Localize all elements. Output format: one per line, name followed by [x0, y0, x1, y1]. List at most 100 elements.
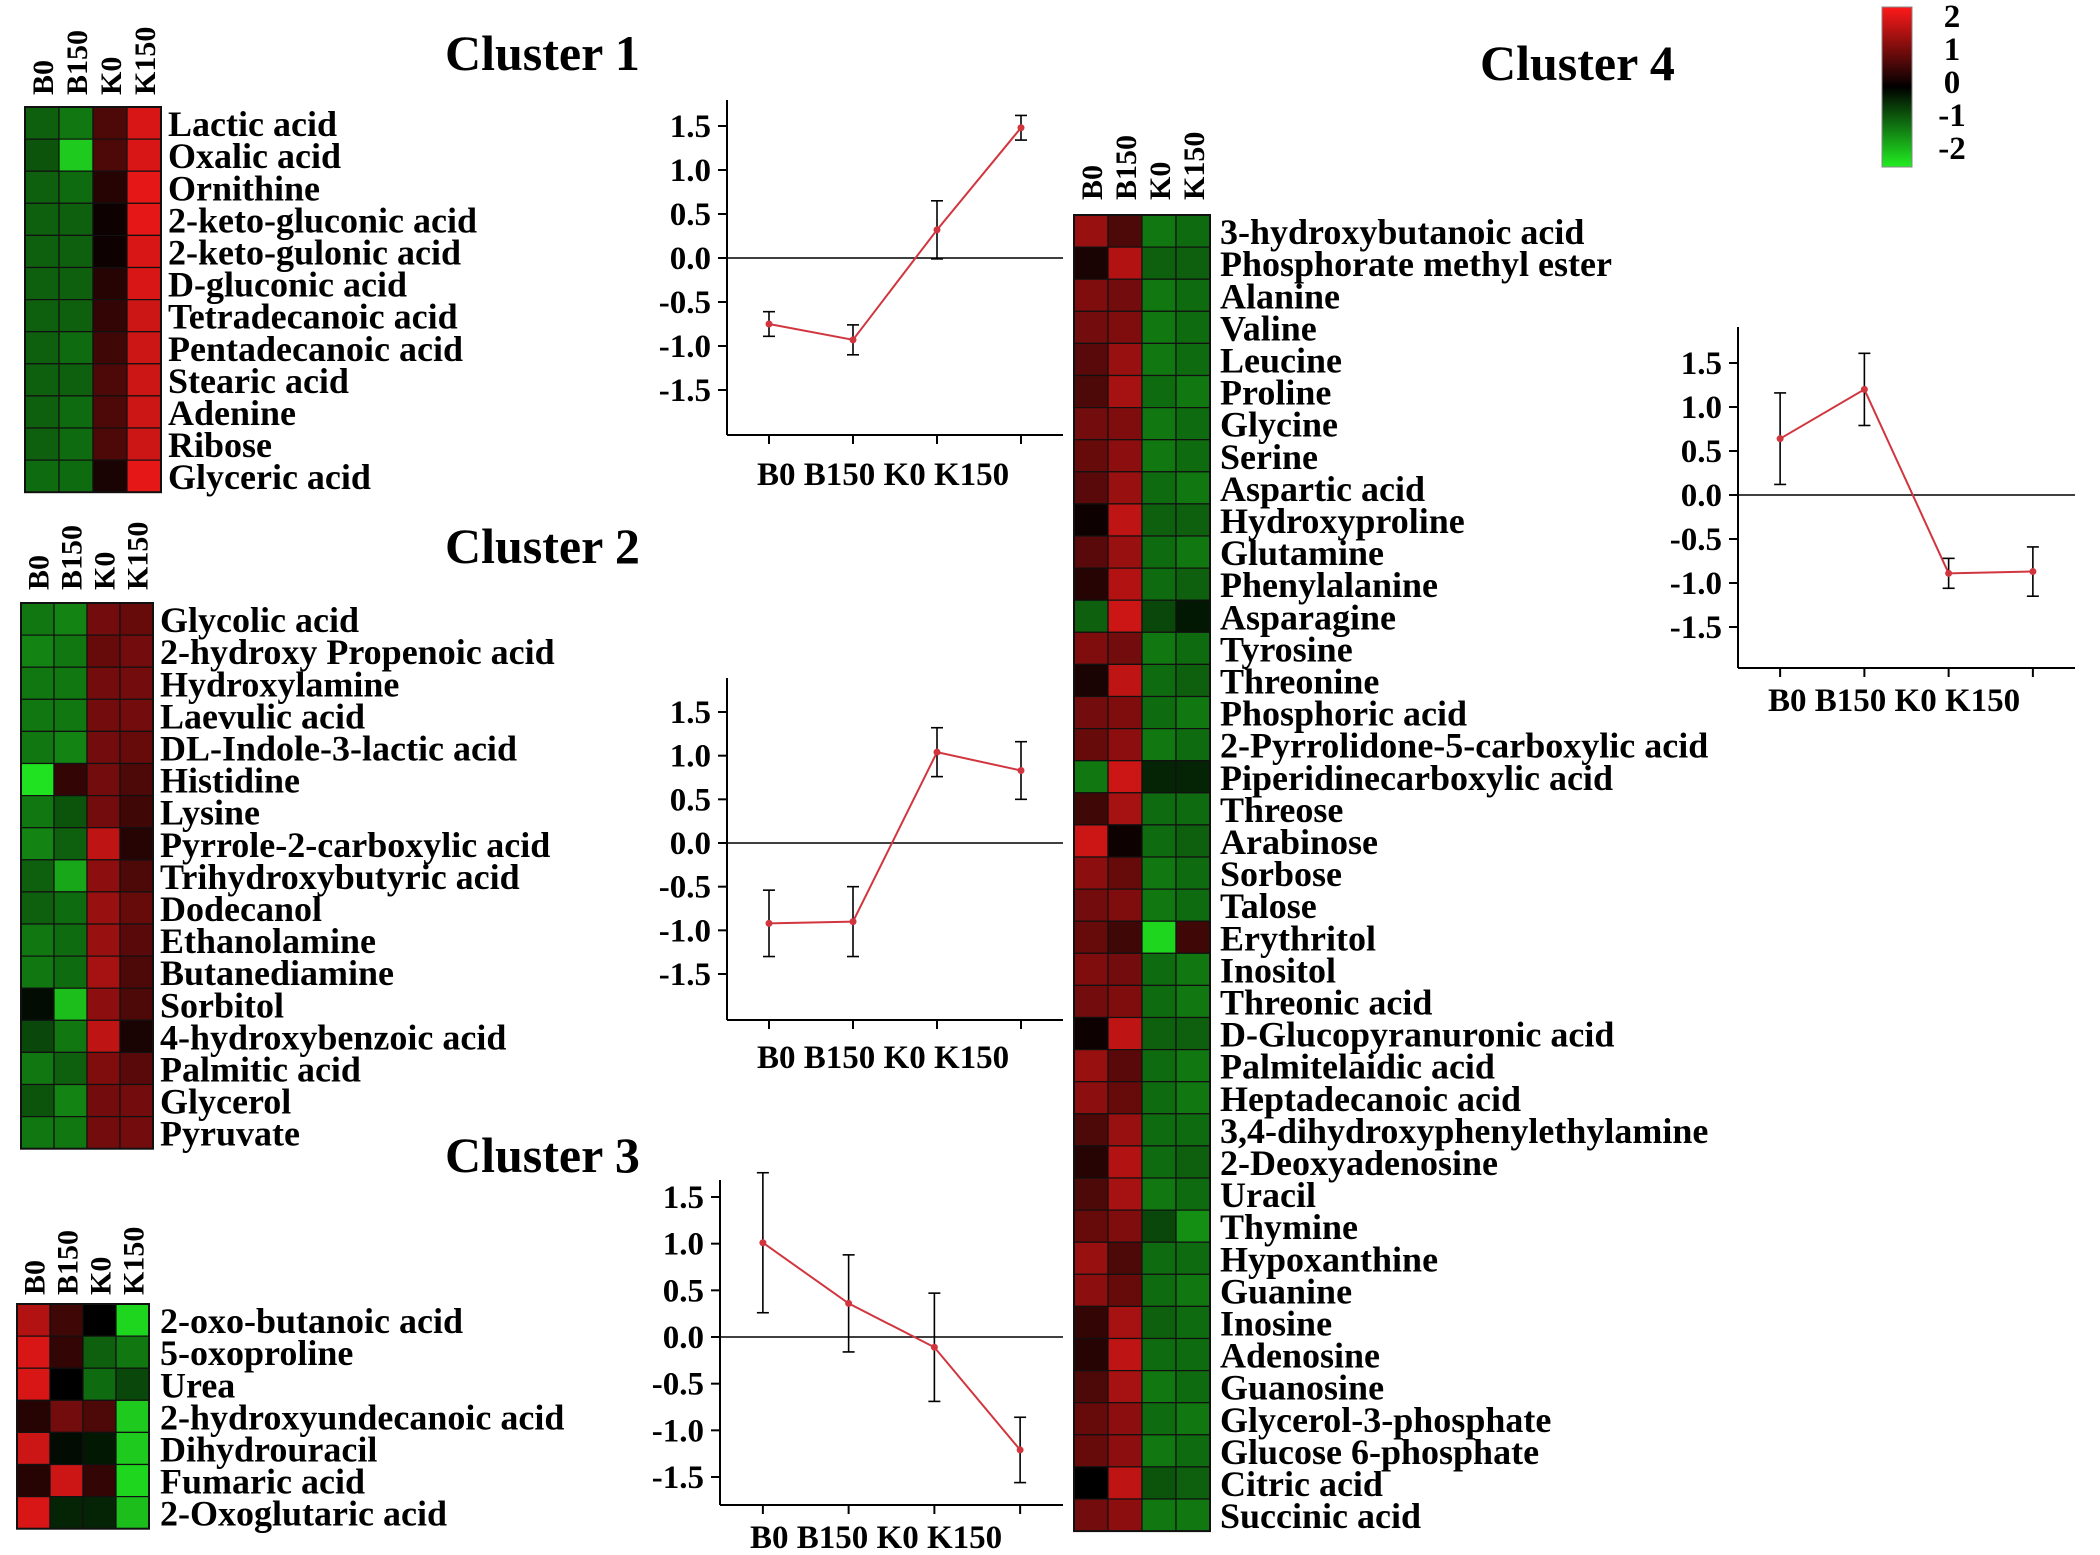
metabolite-label: 2-Deoxyadenosine: [1220, 1143, 1498, 1183]
heatmap-cell: [49, 1367, 84, 1401]
metabolite-label: 3,4-dihydroxyphenylethylamine: [1220, 1111, 1708, 1151]
x-tick-label: K0: [1886, 683, 1936, 719]
heatmap-column-label: B150: [1110, 135, 1143, 200]
metabolite-label: Succinic acid: [1220, 1496, 1421, 1536]
metabolite-label: 2-Oxoglutaric acid: [160, 1494, 447, 1534]
heatmap-column-label: K0: [85, 1257, 118, 1295]
heatmap-cell: [1073, 663, 1109, 698]
heatmap-cell: [1141, 439, 1177, 473]
heatmap-cell: [1073, 407, 1109, 441]
metabolite-label: Threonine: [1220, 661, 1379, 701]
heatmap-cell: [53, 1019, 88, 1053]
heatmap-cell: [1073, 471, 1109, 505]
data-point: [1016, 1446, 1024, 1454]
heatmap-cell: [1107, 1177, 1143, 1211]
heatmap-cell: [1107, 503, 1143, 537]
heatmap-cell: [1141, 1498, 1177, 1532]
heatmap-cell: [1107, 856, 1143, 890]
heatmap-cell: [1107, 1369, 1143, 1404]
x-tick-label: K0: [875, 1040, 925, 1076]
cluster-4-title: Cluster 4: [1480, 35, 1675, 91]
heatmap-cell: [16, 1303, 51, 1337]
legend-value: 2: [1944, 0, 1961, 35]
metabolite-label: Glycine: [1220, 405, 1338, 445]
heatmap-cell: [126, 459, 162, 493]
heatmap-cell: [115, 1463, 150, 1498]
heatmap-cell: [1073, 1016, 1109, 1051]
heatmap-cell: [1175, 503, 1211, 537]
heatmap-cell: [24, 234, 60, 269]
heatmap-cell: [1073, 1402, 1109, 1436]
heatmap-cell: [1175, 1113, 1211, 1147]
heatmap-cell: [58, 266, 94, 301]
heatmap-cell: [1073, 1434, 1109, 1468]
heatmap-cell: [1141, 1434, 1177, 1468]
heatmap-cell: [1141, 792, 1177, 826]
data-point: [849, 336, 857, 344]
heatmap-cell: [24, 106, 60, 140]
heatmap-cell: [1073, 1273, 1109, 1308]
metabolite-label: 3-hydroxybutanoic acid: [1220, 212, 1584, 252]
heatmap-cell: [53, 634, 88, 668]
heatmap-cell: [119, 891, 154, 925]
heatmap-cell: [1107, 1466, 1143, 1500]
heatmap-cell: [126, 234, 162, 269]
cluster-2-title: Cluster 2: [445, 518, 640, 574]
data-point: [1945, 569, 1953, 577]
data-point: [933, 748, 941, 756]
heatmap-cell: [1141, 1305, 1177, 1340]
y-tick-label: -0.5: [659, 285, 711, 321]
heatmap-cell: [82, 1335, 117, 1369]
y-tick-label: 0.5: [1681, 434, 1722, 470]
y-tick-label: -0.5: [1670, 522, 1722, 558]
heatmap-cell: [58, 299, 94, 333]
heatmap-cell: [1175, 1402, 1211, 1436]
heatmap-cell: [1175, 1434, 1211, 1468]
heatmap-cell: [1175, 920, 1211, 954]
heatmap-cell: [20, 891, 55, 925]
heatmap-cell: [126, 138, 162, 172]
heatmap-cell: [53, 762, 88, 797]
heatmap-cell: [1141, 246, 1177, 280]
heatmap-cell: [1175, 824, 1211, 858]
y-tick-label: -1.0: [1670, 566, 1722, 602]
heatmap-cell: [53, 987, 88, 1021]
x-tick-label: K150: [919, 1520, 1002, 1555]
profile-line: [762, 1241, 1021, 1451]
heatmap-cell: [115, 1431, 150, 1466]
metabolite-label: Glycerol-3-phosphate: [1220, 1400, 1551, 1440]
x-tick-label: K150: [926, 1040, 1009, 1076]
metabolite-label: 2-Pyrrolidone-5-carboxylic acid: [1220, 726, 1708, 766]
heatmap-cell: [1141, 1402, 1177, 1436]
heatmap-cell: [92, 234, 128, 269]
heatmap-cell: [53, 827, 88, 861]
x-tick-label: B0: [750, 1520, 789, 1555]
heatmap-cell: [126, 266, 162, 301]
heatmap-cell: [20, 794, 55, 829]
heatmap-cell: [16, 1431, 51, 1466]
heatmap-cell: [20, 1051, 55, 1086]
heatmap-cell: [92, 459, 128, 493]
heatmap-cell: [1107, 952, 1143, 986]
heatmap-cell: [1175, 1016, 1211, 1051]
heatmap-cell: [1107, 246, 1143, 280]
metabolite-label: Palmitelaidic acid: [1220, 1047, 1495, 1087]
heatmap-cell: [1141, 856, 1177, 890]
metabolite-label: Glucose 6-phosphate: [1220, 1432, 1539, 1472]
heatmap-cell: [1073, 1466, 1109, 1500]
heatmap-cell: [1141, 214, 1177, 248]
heatmap-cell: [24, 331, 60, 365]
metabolite-label: DL-Indole-3-lactic acid: [160, 728, 517, 768]
heatmap-cell: [1073, 214, 1109, 248]
metabolite-label: Lactic acid: [168, 104, 337, 144]
metabolite-label: Palmitic acid: [160, 1049, 361, 1089]
heatmap-cell: [1175, 246, 1211, 280]
heatmap-cell: [82, 1495, 117, 1530]
heatmap-cell: [16, 1463, 51, 1498]
heatmap-column-label: B0: [27, 60, 60, 95]
metabolite-label: Adenosine: [1220, 1336, 1380, 1376]
heatmap-cell: [24, 202, 60, 237]
heatmap-border: [1073, 214, 1211, 1533]
x-axis-labels: B0 B150 K0 K150: [1768, 683, 2020, 719]
heatmap-cell: [119, 859, 154, 893]
